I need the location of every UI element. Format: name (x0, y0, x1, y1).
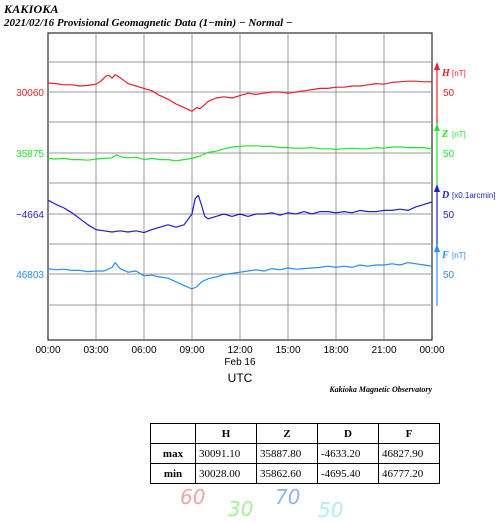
series-name-z: Z (441, 129, 448, 140)
left-label-f: 46803 (16, 270, 44, 281)
arrow-head-icon (434, 184, 440, 192)
series-line-f (47, 262, 433, 290)
stats-cell: 30091.10 (195, 443, 257, 464)
stats-row-max: max 30091.10 35887.80 -4633.20 46827.90 (150, 443, 440, 464)
left-label-d: −4664 (16, 210, 45, 221)
stats-cell: 35862.60 (256, 463, 318, 484)
stats-header-row: H Z D F (150, 423, 440, 444)
x-tick-label: 00:00 (419, 345, 444, 356)
stats-col-d: D (317, 423, 379, 444)
series-unit-h: [nT] (452, 69, 466, 78)
series-line-z (47, 145, 433, 162)
stats-row-min: min 30028.00 35862.60 -4695.40 46777.20 (150, 463, 440, 484)
x-tick-label: 09:00 (179, 345, 204, 356)
x-tick-label: 15:00 (275, 345, 300, 356)
x-tick-label: 06:00 (131, 345, 156, 356)
series-line-d (47, 194, 433, 234)
hand-label-z: 30 (228, 497, 254, 521)
right-axis-labels: H [nT]50Z [nT]50D [x0.1arcmin]50F [nT]50 (434, 62, 496, 306)
right-label-z: 50 (443, 149, 455, 160)
left-label-z: 35875 (16, 149, 44, 160)
series-unit-d: [x0.1arcmin] (452, 191, 496, 200)
x-tick-label: 03:00 (83, 345, 108, 356)
x-tick-label: 12:00 (227, 345, 252, 356)
stats-cell: -4633.20 (317, 443, 379, 464)
stats-cell: 46827.90 (378, 443, 440, 464)
stats-cell: 30028.00 (195, 463, 257, 484)
stats-corner (150, 423, 196, 444)
series-unit-f: [nT] (452, 251, 466, 260)
x-tick-labels: 00:00 03:00 06:00 09:00 12:00 15:00 18:00 21:00… (35, 345, 444, 356)
series-name-h: H (441, 68, 451, 79)
chart-subtitle: 2021/02/16 Provisional Geomagnetic Data … (4, 17, 293, 29)
credit-label: Kakioka Magnetic Observatory (328, 385, 432, 394)
series-line-h (47, 74, 432, 112)
hand-label-d: 70 (275, 485, 301, 509)
stats-cell: 46777.20 (378, 463, 440, 484)
series-name-d: D (441, 190, 449, 201)
hand-label-f: 50 (318, 498, 344, 522)
stats-cell: 35887.80 (256, 443, 318, 464)
date-label: Feb 16 (224, 357, 256, 368)
left-axis-labels: 30060 35875 −4664 46803 (16, 88, 45, 281)
hand-label-h: 60 (180, 485, 206, 509)
station-title: KAKIOKA (4, 2, 59, 16)
x-tick-label: 00:00 (35, 345, 60, 356)
x-tick-label: 21:00 (371, 345, 396, 356)
stats-col-f: F (378, 423, 440, 444)
right-label-h: 50 (443, 88, 455, 99)
series-unit-z: [nT] (452, 130, 466, 139)
stats-row-label: max (150, 443, 196, 464)
series-name-f: F (441, 250, 449, 261)
arrow-head-icon (434, 244, 440, 252)
right-label-f: 50 (443, 270, 455, 281)
magnetogram-chart: 00:00 03:00 06:00 09:00 12:00 15:00 18:00 21:00… (16, 32, 496, 394)
stats-table: H Z D F max 30091.10 35887.80 -4633.20 4… (150, 423, 440, 484)
series-lines (47, 74, 433, 290)
x-axis-label: UTC (228, 371, 253, 385)
arrow-head-icon (434, 62, 440, 70)
arrow-head-icon (434, 123, 440, 131)
left-label-h: 30060 (16, 88, 44, 99)
x-tick-label: 18:00 (323, 345, 348, 356)
stats-cell: -4695.40 (317, 463, 379, 484)
right-label-d: 50 (443, 210, 455, 221)
stats-row-label: min (150, 463, 196, 484)
stats-col-z: Z (256, 423, 318, 444)
stats-col-h: H (195, 423, 257, 444)
